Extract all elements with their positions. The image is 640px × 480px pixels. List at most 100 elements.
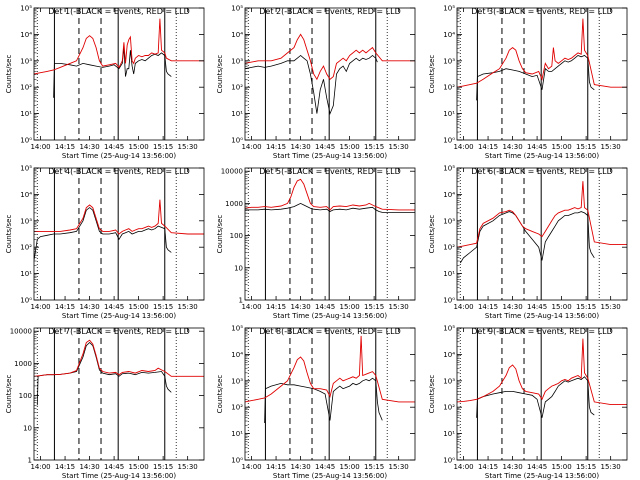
y-tick-label: 10⁰ (231, 137, 243, 145)
x-tick-label: 14:00 (453, 303, 473, 311)
x-tick-label: 15:30 (601, 143, 621, 151)
series-line-events (34, 207, 172, 261)
detector-panel-6: 14:00 14:15 14:30 14:45 15:00 15:15 15:30 10⁰ 10… (428, 165, 628, 320)
series-line-lld (457, 181, 627, 248)
y-tick-label: 10³ (443, 377, 455, 385)
x-axis-label: Start Time (25-Aug-14 13:56:00) (485, 312, 599, 320)
y-tick-label: 10⁵ (20, 5, 32, 13)
x-tick-label: 14:15 (478, 143, 498, 151)
y-tick-label: 10000 (10, 328, 32, 336)
x-axis-label: Start Time (25-Aug-14 13:56:00) (273, 152, 387, 160)
x-tick-label: 14:15 (266, 463, 286, 471)
y-tick-label: 10³ (443, 217, 455, 225)
x-tick-label: 15:15 (364, 143, 384, 151)
x-tick-label: 15:00 (552, 303, 572, 311)
y-tick-label: 10² (231, 404, 243, 412)
plot-frame (33, 7, 205, 141)
series-line-events (53, 47, 172, 98)
x-tick-label: 15:30 (178, 143, 198, 151)
panel-title: Det 2(-BLACK = Events, RED = LLD (259, 7, 400, 16)
y-tick-label: 10³ (231, 377, 243, 385)
y-tick-label: 10⁴ (20, 191, 32, 199)
y-tick-label: 10⁵ (20, 165, 32, 173)
y-tick-label: 1 (239, 297, 243, 305)
x-tick-label: 14:00 (453, 143, 473, 151)
series-line-events (459, 211, 595, 264)
panel-title: Det 4(-BLACK = Events, RED = LLD (48, 167, 189, 176)
x-tick-label: 15:15 (364, 303, 384, 311)
y-tick-label: 1000 (225, 200, 243, 208)
x-axis-label: Start Time (25-Aug-14 13:56:00) (62, 472, 176, 480)
y-tick-label: 1 (28, 457, 32, 465)
x-tick-label: 15:15 (153, 303, 173, 311)
x-tick-label: 14:45 (527, 303, 547, 311)
y-tick-label: 10¹ (443, 430, 455, 438)
series-line-lld (34, 18, 204, 75)
x-tick-label: 14:30 (79, 303, 99, 311)
x-tick-label: 14:15 (266, 143, 286, 151)
panel-title: Det 9(-BLACK = Events, RED = LLD (471, 327, 612, 336)
y-axis-label: Counts/sec (428, 55, 436, 94)
y-tick-label: 10⁴ (443, 31, 455, 39)
series-line-events (245, 54, 378, 115)
x-tick-label: 14:45 (104, 463, 124, 471)
x-tick-label: 15:00 (552, 143, 572, 151)
x-tick-label: 14:30 (502, 143, 522, 151)
y-tick-label: 10 (23, 424, 32, 432)
x-tick-label: 15:15 (576, 143, 596, 151)
series-line-events (36, 341, 172, 406)
y-tick-label: 10⁴ (231, 351, 243, 359)
panel-title: Det 8(-BLACK = Events, RED = LLD (259, 327, 400, 336)
y-tick-label: 10³ (231, 57, 243, 65)
x-tick-label: 14:00 (241, 143, 261, 151)
x-axis-label: Start Time (25-Aug-14 13:56:00) (485, 472, 599, 480)
panel-title: Det 3(-BLACK = Events, RED = LLD (471, 7, 612, 16)
y-tick-label: 10⁵ (443, 325, 455, 333)
y-tick-label: 10⁵ (231, 5, 243, 13)
series-line-events (476, 55, 595, 101)
series-line-events (264, 377, 383, 424)
y-tick-label: 10² (443, 84, 455, 92)
x-tick-label: 14:15 (266, 303, 286, 311)
panel-title: Det 5(-BLACK = Events, RED = LLD (259, 167, 400, 176)
plot-frame (456, 327, 628, 461)
y-tick-label: 10¹ (443, 110, 455, 118)
series-line-lld (457, 338, 627, 406)
x-tick-label: 15:15 (364, 463, 384, 471)
y-axis-label: Counts/sec (428, 215, 436, 254)
x-tick-label: 14:15 (478, 303, 498, 311)
y-tick-label: 100 (19, 392, 32, 400)
y-tick-label: 10² (20, 84, 32, 92)
y-tick-label: 10³ (443, 57, 455, 65)
series-line-lld (34, 339, 204, 377)
plot-frame (456, 7, 628, 141)
x-tick-label: 14:00 (30, 463, 50, 471)
x-tick-label: 15:30 (178, 303, 198, 311)
x-tick-label: 15:15 (576, 303, 596, 311)
y-tick-label: 10¹ (20, 110, 32, 118)
detector-panel-4: 14:00 14:15 14:30 14:45 15:00 15:15 15:30 10⁰ 10… (5, 165, 205, 320)
x-tick-label: 15:30 (601, 303, 621, 311)
detector-panel-3: 14:00 14:15 14:30 14:45 15:00 15:15 15:30 10⁰ 10… (428, 5, 628, 160)
plot-frame (244, 7, 416, 141)
y-axis-label: Counts/sec (428, 375, 436, 414)
x-tick-label: 14:45 (315, 143, 335, 151)
detector-panel-5: 14:00 14:15 14:30 14:45 15:00 15:15 15:30 1 10 10… (216, 167, 416, 320)
x-tick-label: 15:15 (153, 143, 173, 151)
x-tick-label: 14:45 (104, 143, 124, 151)
y-axis-label: Counts/sec (216, 375, 224, 414)
x-tick-label: 15:30 (178, 463, 198, 471)
series-line-events (476, 376, 595, 418)
y-tick-label: 10¹ (443, 270, 455, 278)
series-line-lld (457, 18, 627, 88)
y-tick-label: 10⁰ (20, 137, 32, 145)
y-tick-label: 10⁰ (231, 457, 243, 465)
series-line-lld (245, 33, 415, 81)
x-tick-label: 14:45 (315, 303, 335, 311)
x-tick-label: 15:00 (340, 463, 360, 471)
x-tick-label: 14:45 (104, 303, 124, 311)
y-tick-label: 10² (443, 244, 455, 252)
y-tick-label: 10³ (20, 217, 32, 225)
y-tick-label: 10⁰ (443, 457, 455, 465)
